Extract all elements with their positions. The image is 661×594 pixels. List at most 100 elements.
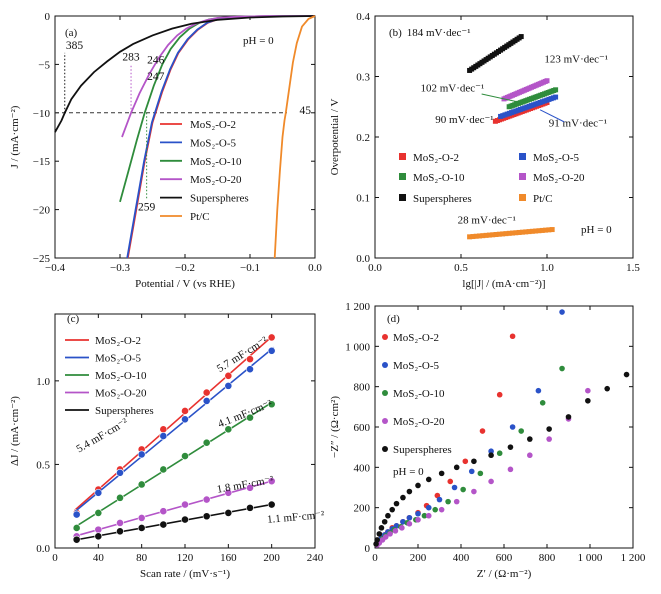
data-point (518, 428, 524, 434)
tafel-point (486, 232, 492, 238)
x-tick-label: 1.0 (540, 262, 554, 274)
legend-label: Superspheres (393, 444, 452, 456)
legend-label: MoS₂-O-5 (533, 152, 580, 164)
panel-label-a: (a) (65, 27, 78, 39)
tafel-slope-label: 102 mV·dec⁻¹ (421, 83, 485, 95)
data-point (400, 518, 406, 525)
data-point (468, 468, 475, 475)
x-tick-label: 800 (539, 552, 556, 564)
data-point (224, 381, 233, 390)
data-point (267, 500, 276, 509)
capacitance-label: 1.1 mF·cm⁻² (267, 509, 326, 526)
x-tick-label: 1 200 (621, 552, 646, 564)
data-point (559, 365, 565, 372)
x-axis-label: Z′ / (Ω·m⁻²) (477, 568, 532, 580)
x-tick-label: −0.3 (110, 262, 130, 274)
data-point (488, 478, 494, 485)
legend-label: MoS₂-O-5 (190, 137, 237, 149)
data-point (246, 365, 254, 374)
data-point (267, 333, 276, 342)
legend-swatch (519, 153, 526, 160)
fit-line (74, 479, 275, 538)
y-tick-label: 0.5 (36, 459, 50, 471)
x-tick-label: 200 (263, 552, 280, 564)
x-tick-label: −0.2 (175, 262, 195, 274)
y-tick-label: 0 (45, 11, 51, 23)
data-point (432, 506, 439, 513)
x-tick-label: 240 (307, 552, 324, 564)
data-point (94, 525, 103, 534)
tafel-point (533, 228, 539, 234)
fit-line (74, 400, 275, 528)
legend-swatch (519, 194, 526, 201)
tafel-slope-label: 90 mV·dec⁻¹ (435, 114, 493, 126)
data-point (224, 509, 233, 517)
x-tick-label: 400 (453, 552, 470, 564)
data-point (393, 500, 400, 507)
data-point (94, 532, 103, 541)
tafel-point (510, 230, 516, 236)
tafel-point (477, 233, 483, 239)
tafel-point (544, 78, 550, 84)
data-point (477, 470, 484, 477)
data-point (496, 391, 503, 398)
tafel-point (506, 230, 512, 236)
data-point (267, 477, 276, 486)
tafel-point (467, 234, 473, 240)
data-point (488, 452, 494, 459)
data-point (381, 518, 388, 525)
data-point (406, 521, 413, 527)
x-axis-label: Scan rate / (mV·s⁻¹) (140, 568, 230, 580)
data-point (246, 483, 254, 492)
panel-d-plot: (d) MoS₂-O-2 MoS₂-O-5 MoS₂-O-10 MoS₂-O-20 Sup… (373, 309, 630, 548)
legend-label: MoS₂-O-10 (190, 156, 242, 168)
ph-annotation-a: pH = 0 (243, 35, 274, 47)
data-point (565, 414, 572, 420)
data-point (399, 525, 405, 531)
data-point (72, 524, 81, 532)
y-tick-label: 600 (354, 422, 371, 434)
legend-label: MoS₂-O-5 (95, 353, 142, 365)
data-point (72, 535, 81, 544)
tafel-slope-label: 184 mV·dec⁻¹ (407, 27, 471, 39)
data-point (406, 488, 413, 495)
data-point (471, 458, 477, 465)
tafel-point (483, 232, 489, 238)
tafel-point (480, 233, 486, 239)
capacitance-label: 5.4 mF·cm⁻² (74, 416, 130, 455)
y-tick-label: 800 (354, 382, 371, 394)
y-axis-label: J / (mA·cm⁻²) (9, 105, 21, 168)
x-tick-label: 80 (136, 552, 148, 564)
legend-label: MoS₂-O-2 (413, 152, 459, 164)
overpotential-label: 45 (300, 105, 312, 117)
tafel-point (529, 228, 535, 234)
capacitance-label: 4.1 mF·cm⁻² (216, 398, 274, 431)
tafel-point (518, 34, 524, 40)
legend-swatch (399, 153, 406, 160)
data-point (116, 468, 124, 477)
data-point (267, 400, 276, 409)
series-line (121, 15, 315, 138)
tafel-point (519, 229, 525, 235)
panel-label-d: (d) (387, 313, 400, 325)
fit-line (73, 346, 275, 513)
y-tick-label: 0 (365, 543, 371, 555)
data-point (94, 488, 103, 497)
overpotential-label: 385 (66, 40, 84, 52)
tafel-point (553, 94, 559, 100)
y-tick-label: −5 (38, 59, 50, 71)
panel-label-b: (b) (389, 27, 402, 39)
legend-label: MoS₂-O-10 (413, 172, 465, 184)
x-tick-label: 200 (410, 552, 427, 564)
data-point (224, 425, 233, 434)
data-point (378, 525, 385, 531)
legend-swatch (382, 446, 388, 452)
x-tick-label: 0.0 (368, 262, 382, 274)
data-point (181, 452, 189, 460)
data-point (462, 458, 469, 465)
data-point (159, 425, 168, 434)
x-tick-label: 0 (372, 552, 378, 564)
y-tick-label: −15 (33, 156, 51, 168)
overpotential-label: 259 (138, 202, 156, 214)
y-tick-label: 200 (354, 503, 371, 515)
